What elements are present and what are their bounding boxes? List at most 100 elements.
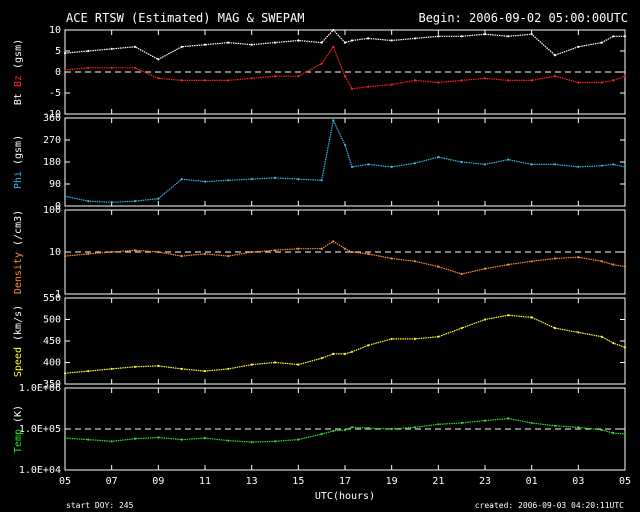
x-tick-label: 03 [572,476,584,487]
y-tick-label: 10 [49,247,61,258]
x-tick-label: 15 [292,476,304,487]
data-point-bz [343,75,347,78]
y-axis-label-part: (/cm3) [13,210,24,252]
y-axis-label-part: (K) [13,405,24,429]
data-point-temp [390,427,393,431]
panel-speed: 550 500 450 400 350 Speed (km/s) [13,293,627,390]
data-point-density [297,247,300,250]
y-axis-label-part: Bt [13,93,24,105]
y-axis-label-mag: Bt Bz (gsm) [13,39,24,105]
data-point-bt [623,35,627,38]
data-point-density [460,272,463,276]
series-temp [64,417,626,443]
data-point-bz [437,81,440,84]
data-point-density [483,267,487,270]
data-point-density [343,247,347,250]
data-point-phi [297,178,300,181]
data-point-speed [483,318,487,321]
panel-frame-phi [64,117,626,207]
data-point-temp [332,429,335,432]
panel-density: 100 10 1 Density (/cm3) [13,205,627,300]
series-bz [64,45,626,90]
y-axis-label-part: Speed [13,347,24,377]
x-tick-label: 21 [432,476,444,487]
data-point-density [180,255,183,258]
y-tick-label: 1.0E+04 [19,465,61,476]
series-density [64,240,626,275]
data-point-bz [320,62,323,65]
x-tick-label: 09 [152,476,164,487]
data-point-bt [157,58,160,61]
data-point-bt [180,45,183,48]
y-axis-label-part: Bz [13,75,24,93]
data-point-speed [320,357,323,360]
data-point-density [367,252,370,255]
data-point-bt [273,41,277,44]
data-point-bz [332,45,335,48]
data-point-bt [133,45,137,48]
data-point-density [273,249,277,252]
data-point-speed [87,370,90,373]
data-point-bt [297,39,300,42]
data-point-phi [507,158,510,161]
data-point-speed [530,316,533,319]
y-tick-label: 450 [43,336,61,347]
data-point-bz [623,75,627,78]
data-point-density [437,265,440,268]
data-point-temp [460,421,463,425]
panel-mag: 10 5 0 -5 -10 Bt Bz (gsm) [13,25,627,120]
data-point-bz [553,75,557,78]
data-point-phi [63,195,67,198]
data-point-phi [332,119,335,122]
y-tick-label: 90 [49,179,61,190]
data-point-speed [157,364,160,367]
x-axis-label: UTC(hours) [315,491,375,502]
data-point-phi [250,178,253,181]
data-point-bt [332,28,335,32]
data-point-speed [203,370,207,373]
data-point-bt [367,37,370,40]
data-point-phi [390,165,393,168]
data-point-temp [413,426,417,429]
data-point-speed [612,342,615,345]
data-point-phi [600,164,603,167]
data-point-bt [600,41,603,44]
data-point-speed [180,367,183,370]
chart-title: ACE RTSW (Estimated) MAG & SWEPAM [66,11,304,25]
data-point-speed [343,352,347,355]
data-point-bt [110,47,113,51]
y-axis-label-part: (gsm) [13,135,24,171]
panel-frame-speed [64,297,626,385]
data-point-temp [623,433,627,436]
y-tick-label: 550 [43,293,61,304]
y-tick-label: 0 [55,201,61,212]
data-point-bt [203,43,207,46]
data-point-bz [350,87,354,90]
data-point-bz [413,79,417,82]
data-point-bt [460,35,463,38]
data-point-speed [367,344,370,347]
data-point-density [600,260,603,263]
series-speed [64,314,626,374]
data-point-speed [553,327,557,330]
data-point-temp [87,438,90,441]
data-point-temp [297,438,300,441]
data-point-phi [367,163,370,166]
data-point-temp [250,441,253,444]
data-point-bt [350,39,354,42]
data-point-speed [437,335,440,338]
data-point-density [87,252,90,255]
data-point-bt [483,33,487,36]
data-point-density [227,255,230,258]
x-tick-label: 13 [246,476,258,487]
data-point-temp [157,436,160,439]
y-tick-label: 500 [43,315,61,326]
data-point-temp [180,438,183,441]
data-point-temp [577,426,580,429]
x-tick-label: 05 [59,476,71,487]
data-point-phi [203,180,207,183]
data-point-bt [413,37,417,40]
y-tick-label: 1.0E+06 [19,383,61,394]
data-point-bt [612,35,615,38]
